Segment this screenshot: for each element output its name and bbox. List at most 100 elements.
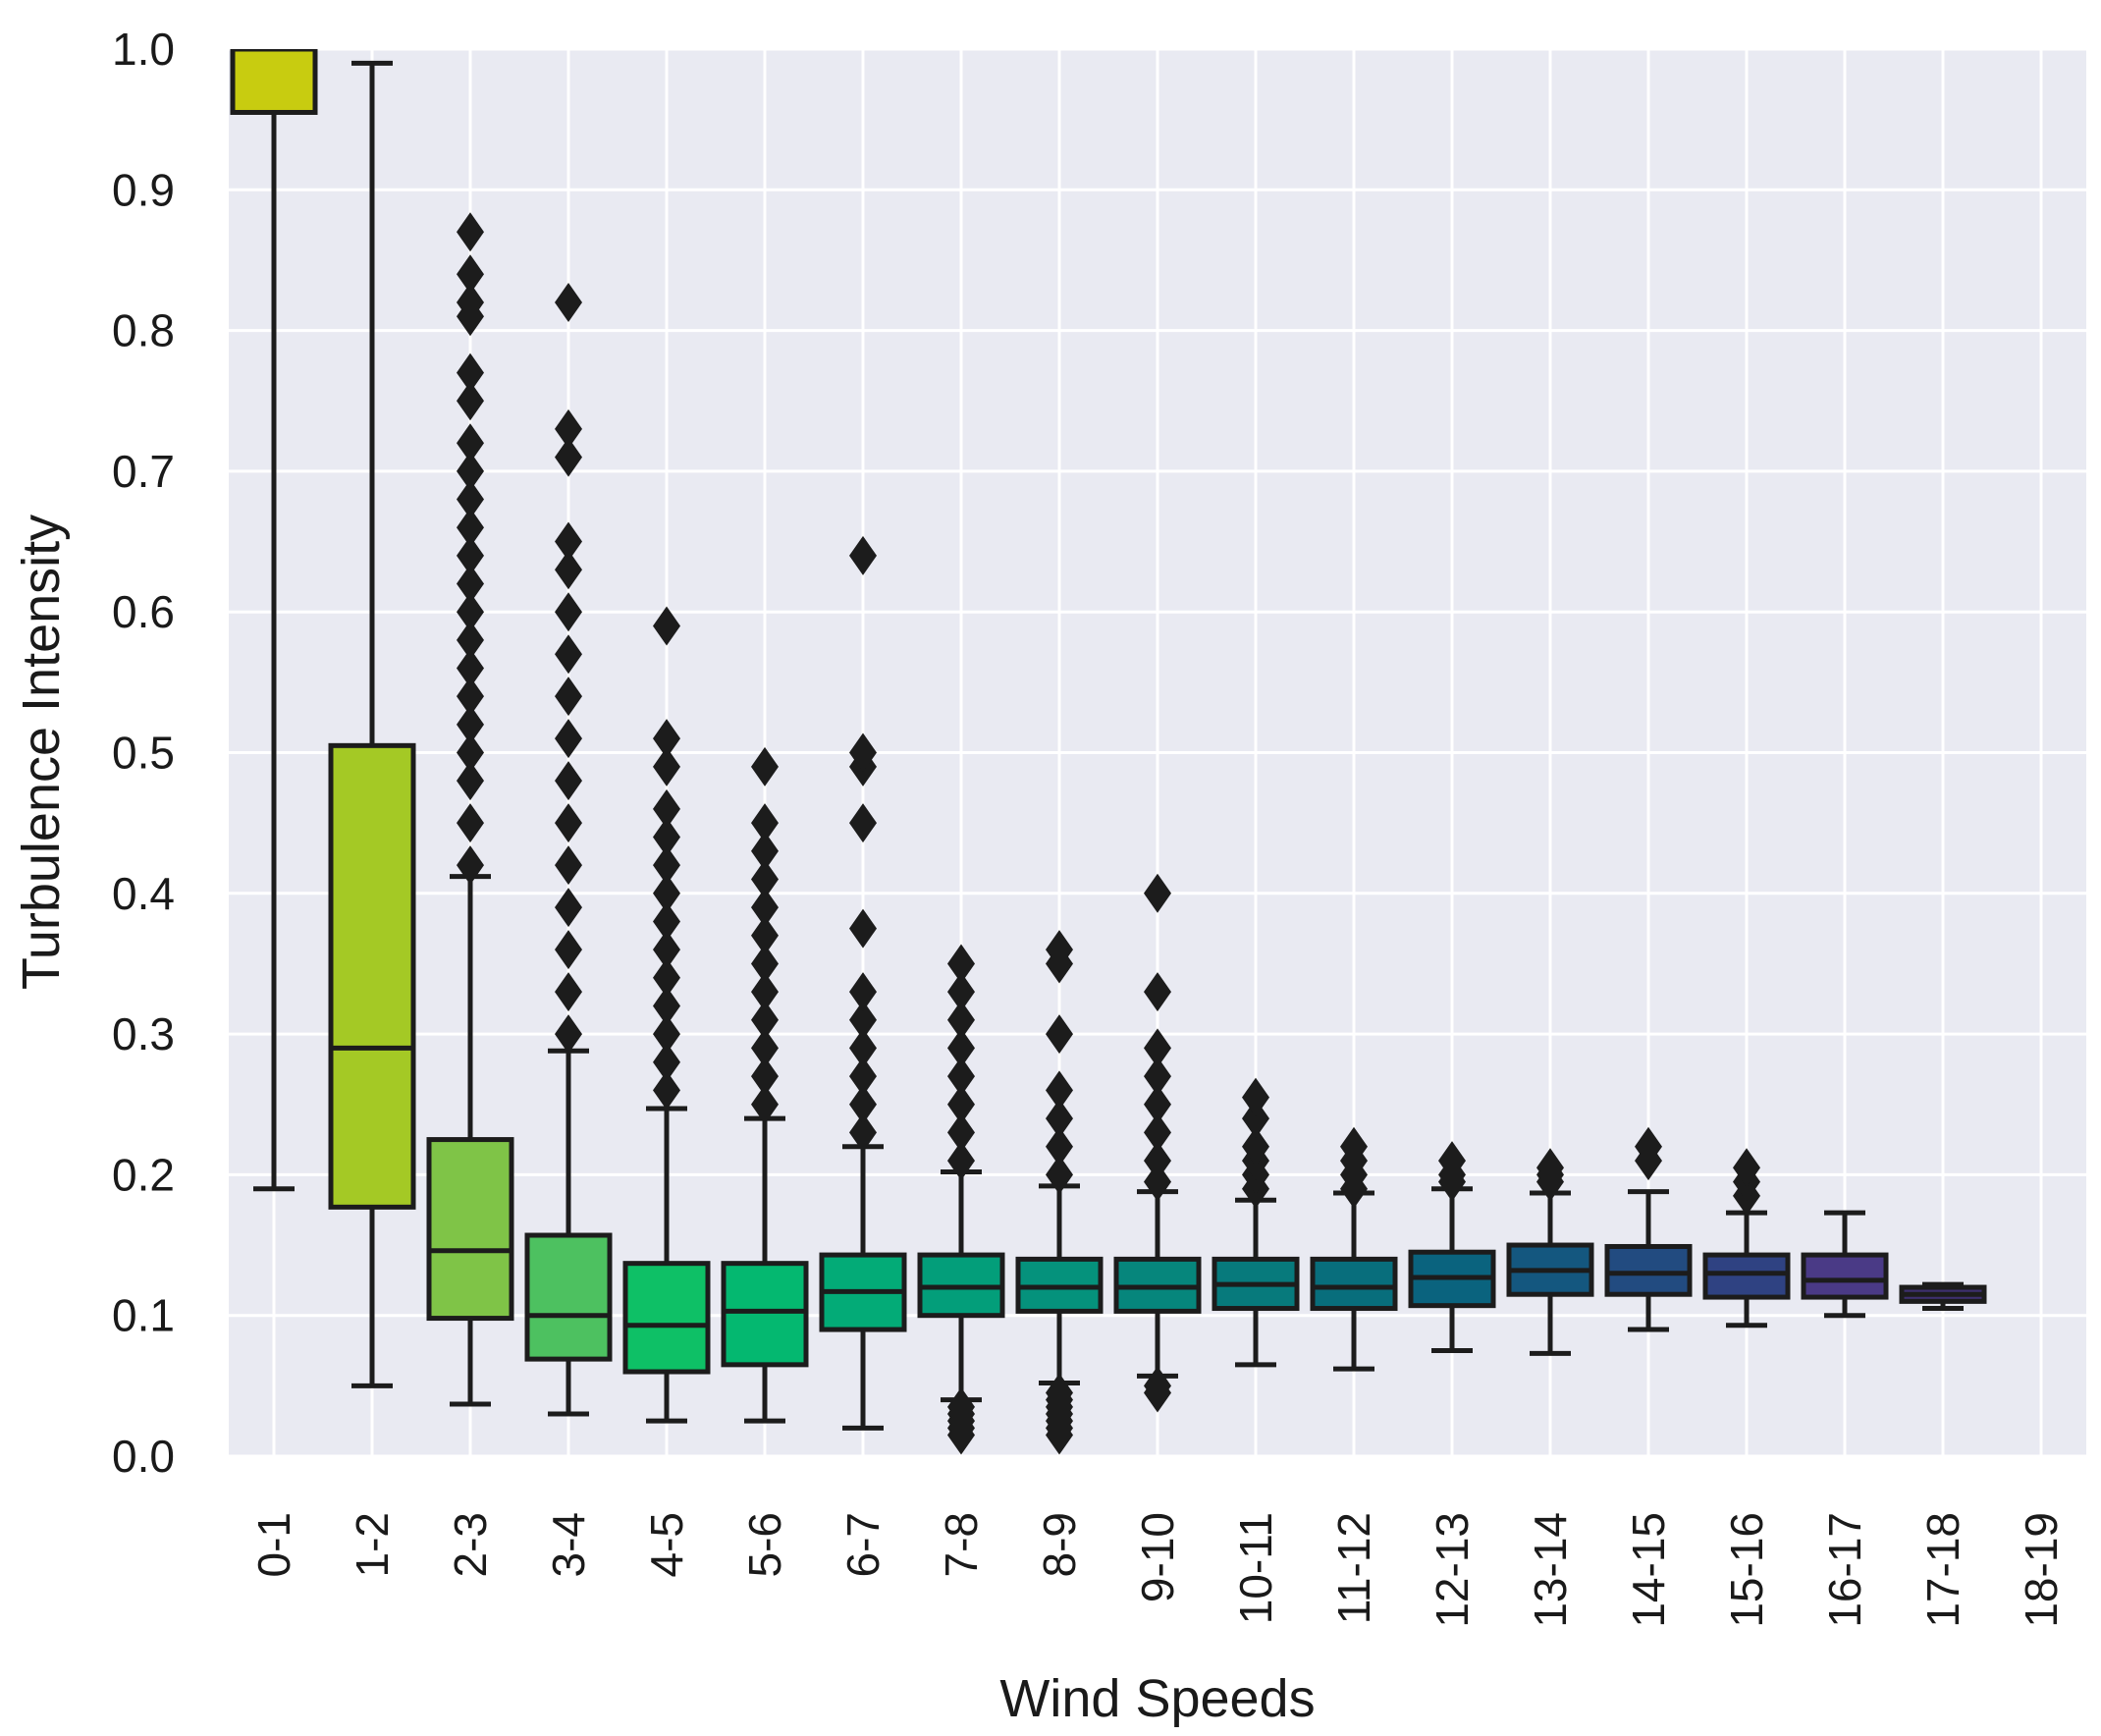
outlier-marker xyxy=(555,634,582,675)
outlier-marker xyxy=(1242,1126,1269,1166)
outlier-marker xyxy=(751,1028,779,1068)
outlier-marker xyxy=(457,451,484,491)
box-iqr xyxy=(1702,1252,1791,1300)
x-tick-label: 5-6 xyxy=(739,1512,790,1577)
box-12-13 xyxy=(1408,1141,1496,1354)
outlier-marker xyxy=(947,1028,975,1068)
outlier-marker xyxy=(457,479,484,519)
outlier-marker xyxy=(457,803,484,843)
y-tick-label: 0.3 xyxy=(112,1008,175,1059)
outlier-marker xyxy=(653,873,680,913)
outlier-marker xyxy=(555,437,582,477)
x-tick-label: 18-19 xyxy=(2016,1512,2067,1628)
outlier-marker xyxy=(849,1084,877,1124)
outlier-marker xyxy=(457,732,484,773)
outlier-marker xyxy=(1144,873,1171,913)
outlier-marker xyxy=(555,521,582,562)
y-tick-label: 0.8 xyxy=(112,305,175,356)
x-tick-label: 8-9 xyxy=(1034,1512,1085,1577)
outlier-marker xyxy=(849,908,877,949)
x-tick-label: 14-15 xyxy=(1623,1512,1674,1628)
outlier-marker xyxy=(457,535,484,575)
outlier-marker xyxy=(947,1000,975,1040)
outlier-marker xyxy=(751,915,779,955)
outlier-marker xyxy=(1536,1148,1564,1188)
outlier-marker xyxy=(653,845,680,886)
outlier-marker xyxy=(1046,1070,1073,1111)
outlier-marker xyxy=(1046,1014,1073,1055)
box-1-2 xyxy=(328,60,416,1388)
outlier-marker xyxy=(555,408,582,449)
y-tick-label: 0.5 xyxy=(112,728,175,779)
outlier-marker xyxy=(849,1057,877,1097)
outlier-marker xyxy=(457,761,484,801)
outlier-marker xyxy=(1144,972,1171,1012)
box-5-6 xyxy=(721,746,809,1424)
x-tick-label: 1-2 xyxy=(347,1512,398,1577)
outlier-marker xyxy=(751,972,779,1012)
x-tick-label: 3-4 xyxy=(543,1512,594,1577)
y-axis-ticks: 0.0 0.1 0.2 0.3 0.4 0.5 0.6 0.7 0.8 0.9 1.0 xyxy=(112,24,175,1482)
outlier-marker xyxy=(555,282,582,322)
box-8-9 xyxy=(1015,930,1104,1455)
outlier-marker xyxy=(555,972,582,1012)
y-tick-label: 0.7 xyxy=(112,446,175,497)
outlier-marker xyxy=(1144,1028,1171,1068)
box-iqr xyxy=(1604,1243,1693,1297)
x-axis-title: Wind Speeds xyxy=(999,1669,1315,1728)
outlier-marker xyxy=(457,592,484,632)
outlier-marker xyxy=(751,1057,779,1097)
outlier-marker xyxy=(555,1014,582,1055)
outlier-marker xyxy=(1144,1366,1171,1406)
x-tick-label: 10-11 xyxy=(1230,1512,1281,1624)
y-tick-label: 0.6 xyxy=(112,586,175,637)
outlier-marker xyxy=(849,1000,877,1040)
outlier-marker xyxy=(653,901,680,942)
outlier-marker xyxy=(849,1112,877,1153)
box-iqr xyxy=(524,1232,613,1362)
outlier-marker xyxy=(653,719,680,759)
outlier-marker xyxy=(457,353,484,393)
x-tick-label: 13-14 xyxy=(1525,1512,1576,1628)
x-tick-label: 2-3 xyxy=(445,1512,496,1577)
x-tick-label: 12-13 xyxy=(1427,1512,1478,1628)
outlier-marker xyxy=(457,282,484,322)
outlier-marker xyxy=(555,677,582,717)
outlier-marker xyxy=(751,1000,779,1040)
outlier-marker xyxy=(653,1042,680,1082)
box-iqr xyxy=(721,1261,809,1368)
box-iqr xyxy=(426,1137,514,1322)
outlier-marker xyxy=(751,859,779,899)
outlier-marker xyxy=(653,817,680,857)
box-10-11 xyxy=(1212,1077,1300,1368)
outlier-marker xyxy=(947,1112,975,1153)
outlier-marker xyxy=(653,930,680,970)
outlier-marker xyxy=(653,788,680,829)
outlier-marker xyxy=(457,845,484,886)
outlier-marker xyxy=(1340,1126,1368,1166)
outlier-marker xyxy=(1144,1141,1171,1181)
outlier-marker xyxy=(751,803,779,843)
outlier-marker xyxy=(849,803,877,843)
outlier-marker xyxy=(751,1084,779,1124)
x-tick-label: 7-8 xyxy=(936,1512,987,1577)
box-7-8 xyxy=(917,944,1005,1455)
outlier-marker xyxy=(947,944,975,984)
box-iqr xyxy=(230,49,318,115)
outlier-marker xyxy=(1046,1099,1073,1139)
box-6-7 xyxy=(819,535,907,1431)
box-13-14 xyxy=(1506,1148,1594,1356)
outlier-marker xyxy=(555,888,582,928)
outlier-marker xyxy=(457,212,484,252)
outlier-marker xyxy=(1046,1155,1073,1195)
outlier-marker xyxy=(653,1070,680,1111)
outlier-marker xyxy=(751,944,779,984)
y-tick-label: 0.1 xyxy=(112,1290,175,1341)
box-iqr xyxy=(622,1261,711,1375)
y-tick-label: 0.9 xyxy=(112,164,175,215)
outlier-marker xyxy=(555,719,582,759)
outlier-marker xyxy=(947,1084,975,1124)
outlier-marker xyxy=(1733,1148,1760,1188)
outlier-marker xyxy=(1144,1057,1171,1097)
